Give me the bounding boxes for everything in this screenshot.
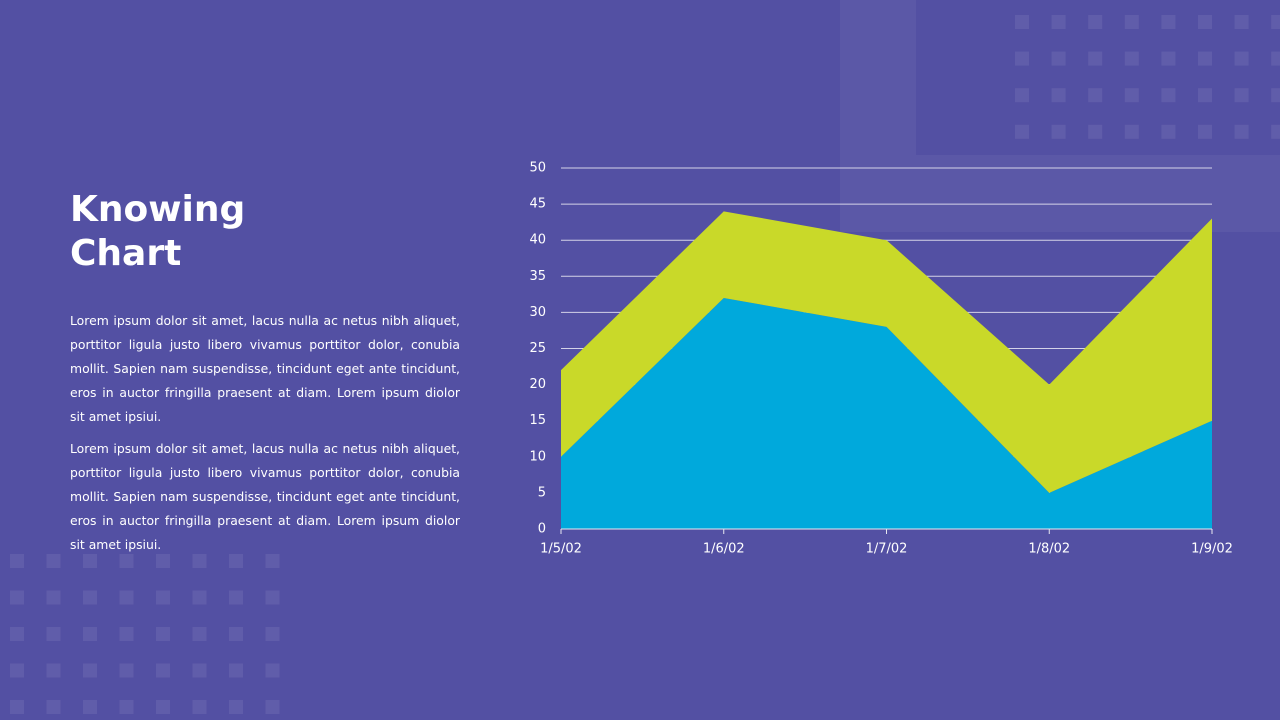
y-tick-label: 45: [529, 197, 546, 212]
deco-square: [46, 663, 61, 678]
deco-square: [46, 590, 61, 605]
deco-square: [1198, 51, 1212, 66]
deco-square: [119, 627, 134, 641]
deco-square: [1161, 124, 1176, 139]
deco-square: [229, 663, 243, 678]
deco-square: [192, 700, 207, 714]
deco-square: [1234, 15, 1249, 29]
deco-square: [10, 627, 24, 641]
deco-square: [1161, 51, 1176, 66]
area: [561, 297, 1212, 529]
deco-square: [265, 554, 280, 568]
deco-square: [83, 700, 97, 714]
deco-squares: [10, 15, 1280, 714]
y-tick-label: 35: [529, 269, 546, 284]
deco-square: [119, 554, 134, 568]
y-tick-label: 5: [538, 485, 546, 500]
deco-square: [1198, 15, 1212, 29]
x-tick-label: 1/8/02: [1028, 542, 1070, 557]
x-tick-label: 1/6/02: [703, 542, 745, 557]
y-tick-label: 50: [529, 161, 546, 176]
deco-square: [1234, 51, 1249, 66]
deco-square: [46, 554, 61, 568]
deco-square: [1124, 88, 1139, 103]
deco-square: [265, 700, 280, 714]
deco-square: [1161, 88, 1176, 103]
deco-square: [83, 663, 97, 678]
deco-square: [156, 663, 170, 678]
deco-square: [229, 627, 243, 641]
deco-square: [83, 590, 97, 605]
deco-square: [1015, 124, 1029, 139]
deco-square: [1051, 88, 1066, 103]
y-tick-label: 40: [529, 233, 546, 248]
deco-square: [1198, 88, 1212, 103]
deco-square: [265, 627, 280, 641]
slide-title: Knowing Chart: [70, 189, 246, 274]
area: [561, 211, 1212, 493]
x-tick-label: 1/7/02: [866, 542, 908, 557]
deco-panel-inner: [916, 0, 1280, 155]
deco-square: [1051, 15, 1066, 29]
deco-square: [156, 627, 170, 641]
deco-square: [156, 590, 170, 605]
deco-square: [229, 554, 243, 568]
deco-square: [1271, 124, 1280, 139]
deco-square: [265, 590, 280, 605]
deco-square: [1124, 51, 1139, 66]
deco-square: [1015, 88, 1029, 103]
deco-square: [229, 590, 243, 605]
deco-square: [1088, 15, 1103, 29]
deco-square: [1124, 124, 1139, 139]
deco-square: [1088, 88, 1103, 103]
chart: 0 5 10 15 20 25 30 35 40 45 50 1/5/02 1/6/02 1/7/02 1/…: [529, 161, 1232, 557]
deco-square: [1234, 124, 1249, 139]
deco-square: [119, 700, 134, 714]
deco-square: [1088, 51, 1103, 66]
deco-square: [192, 554, 207, 568]
y-tick-label: 10: [529, 449, 546, 464]
body-paragraph: Lorem ipsum dolor sit amet, lacus nulla …: [70, 313, 460, 424]
deco-square: [10, 590, 24, 605]
deco-square: [229, 700, 243, 714]
deco-square: [119, 663, 134, 678]
deco-square: [1051, 124, 1066, 139]
deco-square: [1271, 15, 1280, 29]
y-tick-label: 30: [529, 305, 546, 320]
deco-square: [83, 554, 97, 568]
deco-square: [119, 590, 134, 605]
deco-square: [10, 663, 24, 678]
deco-square: [1234, 88, 1249, 103]
deco-square: [1015, 51, 1029, 66]
body-paragraph: Lorem ipsum dolor sit amet, lacus nulla …: [70, 441, 460, 552]
deco-square: [1198, 124, 1212, 139]
x-tick-label: 1/9/02: [1191, 542, 1233, 557]
deco-square: [1161, 15, 1176, 29]
y-tick-label: 15: [529, 413, 546, 428]
deco-square: [192, 627, 207, 641]
deco-square: [192, 663, 207, 678]
deco-square: [1124, 15, 1139, 29]
deco-square: [83, 627, 97, 641]
deco-square: [156, 554, 170, 568]
deco-square: [46, 627, 61, 641]
deco-square: [10, 700, 24, 714]
deco-square: [46, 700, 61, 714]
deco-square: [156, 700, 170, 714]
y-tick-label: 0: [538, 522, 546, 537]
deco-square: [1015, 15, 1029, 29]
deco-square: [265, 663, 280, 678]
deco-square: [1088, 124, 1103, 139]
deco-square: [1271, 88, 1280, 103]
x-tick-label: 1/5/02: [540, 542, 582, 557]
deco-square: [1271, 51, 1280, 66]
deco-square: [192, 590, 207, 605]
y-tick-label: 25: [529, 341, 546, 356]
y-tick-label: 20: [529, 377, 546, 392]
deco-square: [10, 554, 24, 568]
deco-square: [1051, 51, 1066, 66]
